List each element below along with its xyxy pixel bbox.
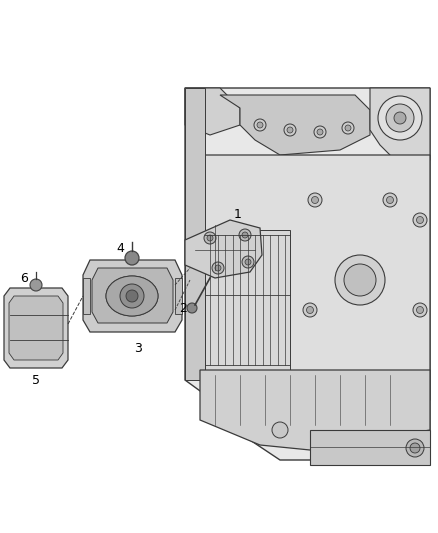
Circle shape xyxy=(386,197,393,204)
Text: 2: 2 xyxy=(179,302,187,314)
Text: 4: 4 xyxy=(116,241,124,254)
Circle shape xyxy=(417,216,424,223)
Text: 5: 5 xyxy=(32,375,40,387)
Circle shape xyxy=(257,122,263,128)
Circle shape xyxy=(308,193,322,207)
Circle shape xyxy=(254,119,266,131)
Polygon shape xyxy=(205,230,290,370)
Polygon shape xyxy=(310,430,430,465)
Polygon shape xyxy=(370,88,430,160)
Circle shape xyxy=(207,235,213,241)
Circle shape xyxy=(335,255,385,305)
Circle shape xyxy=(245,259,251,265)
Circle shape xyxy=(215,265,221,271)
Circle shape xyxy=(386,104,414,132)
Polygon shape xyxy=(185,88,205,380)
Circle shape xyxy=(284,124,296,136)
Circle shape xyxy=(410,443,420,453)
Polygon shape xyxy=(200,370,430,450)
Circle shape xyxy=(303,303,317,317)
Polygon shape xyxy=(83,278,90,314)
Circle shape xyxy=(314,126,326,138)
Polygon shape xyxy=(185,88,240,135)
Circle shape xyxy=(242,232,248,238)
Polygon shape xyxy=(185,88,430,460)
Circle shape xyxy=(413,303,427,317)
Circle shape xyxy=(311,197,318,204)
Circle shape xyxy=(378,96,422,140)
Circle shape xyxy=(394,112,406,124)
Circle shape xyxy=(342,122,354,134)
Circle shape xyxy=(126,290,138,302)
Circle shape xyxy=(307,376,314,384)
Circle shape xyxy=(30,279,42,291)
Text: 3: 3 xyxy=(134,342,142,354)
Circle shape xyxy=(345,125,351,131)
Circle shape xyxy=(287,127,293,133)
Circle shape xyxy=(413,213,427,227)
Circle shape xyxy=(125,251,139,265)
Circle shape xyxy=(377,386,384,393)
Circle shape xyxy=(317,129,323,135)
Polygon shape xyxy=(83,260,182,332)
Circle shape xyxy=(242,256,254,268)
Polygon shape xyxy=(200,155,430,400)
Circle shape xyxy=(120,284,144,308)
Text: 6: 6 xyxy=(20,271,28,285)
Circle shape xyxy=(417,306,424,313)
Polygon shape xyxy=(185,220,262,278)
Polygon shape xyxy=(220,95,370,155)
Circle shape xyxy=(303,373,317,387)
Circle shape xyxy=(344,264,376,296)
Polygon shape xyxy=(92,268,173,323)
Circle shape xyxy=(307,306,314,313)
Circle shape xyxy=(239,229,251,241)
Circle shape xyxy=(373,383,387,397)
Circle shape xyxy=(212,262,224,274)
Circle shape xyxy=(204,232,216,244)
Circle shape xyxy=(187,303,197,313)
Polygon shape xyxy=(175,278,182,314)
Circle shape xyxy=(272,422,288,438)
Circle shape xyxy=(383,193,397,207)
Circle shape xyxy=(406,439,424,457)
Polygon shape xyxy=(4,288,68,368)
Ellipse shape xyxy=(106,276,158,316)
Polygon shape xyxy=(9,296,63,360)
Text: 1: 1 xyxy=(234,208,242,222)
